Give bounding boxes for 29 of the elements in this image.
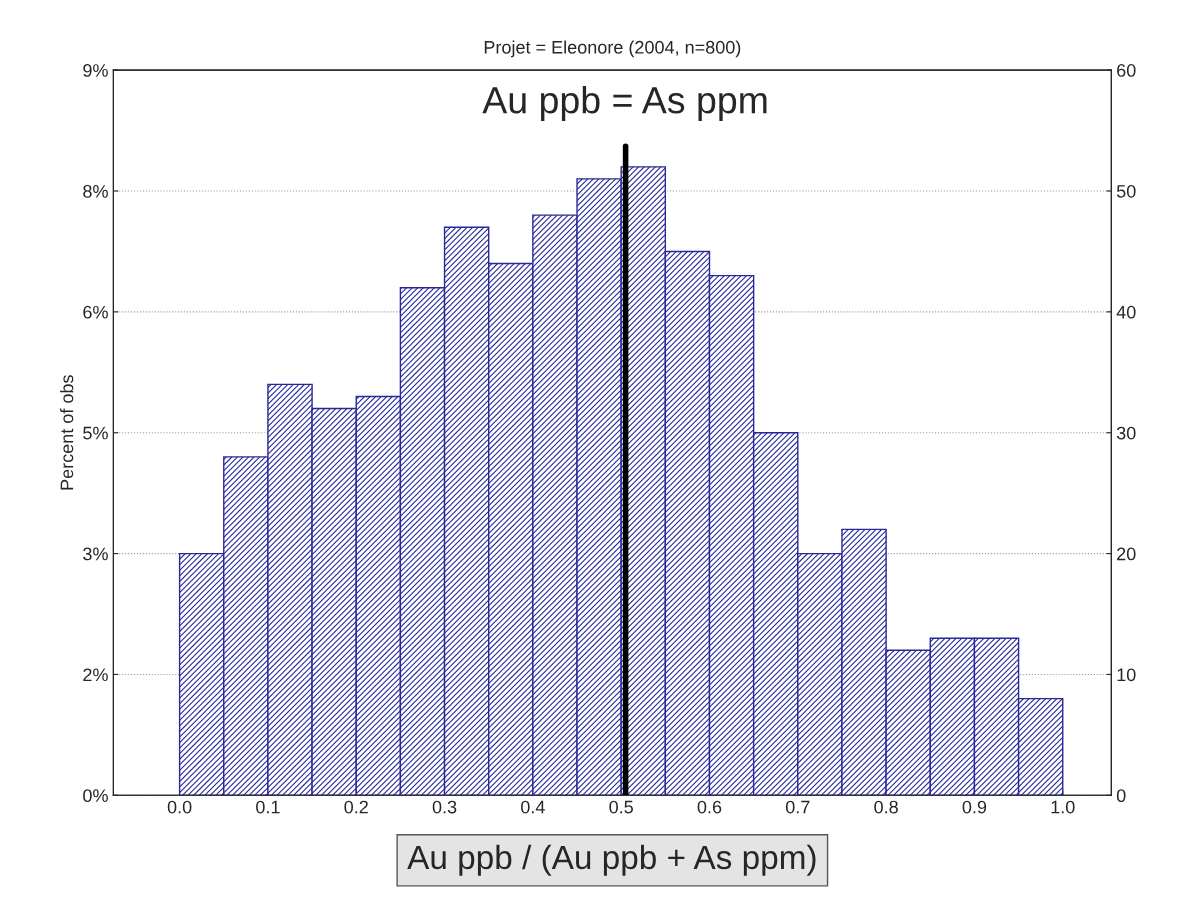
- chart-title: Projet = Eleonore (2004, n=800): [484, 40, 741, 58]
- y2-tick-label: 60: [1117, 64, 1136, 77]
- x-tick-label: 0.5: [609, 800, 633, 814]
- x-tick-label: 0.0: [167, 800, 192, 814]
- x-axis-title: Au ppb / (Au ppb + As ppm): [407, 844, 816, 876]
- y2-tick-label: 0: [1116, 789, 1126, 803]
- x-tick-label: 0.6: [697, 800, 722, 814]
- x-tick-label: 0.3: [432, 800, 457, 814]
- y-axis-title: Percent of obs: [60, 375, 74, 490]
- y-tick-label: 2%: [83, 668, 108, 682]
- ref-line-label: Au ppb = As ppm: [482, 85, 767, 121]
- y2-tick-label: 50: [1116, 184, 1136, 198]
- y2-tick-label: 20: [1117, 547, 1136, 561]
- x-tick-label: 0.7: [785, 800, 810, 814]
- y2-tick-label: 10: [1117, 668, 1136, 682]
- y-tick-label: 8%: [83, 184, 108, 198]
- x-tick-label: 0.1: [256, 800, 280, 814]
- y-tick-label: 9%: [83, 64, 108, 77]
- y-tick-label: 0%: [83, 789, 108, 803]
- y-tick-label: 5%: [83, 426, 108, 440]
- x-tick-label: 0.8: [874, 800, 898, 814]
- x-tick-label: 1.0: [1051, 800, 1075, 814]
- x-tick-label: 0.9: [962, 800, 987, 814]
- y2-tick-label: 40: [1116, 305, 1136, 319]
- x-tick-label: 0.2: [344, 800, 368, 814]
- x-tick-label: 0.4: [521, 800, 545, 814]
- y2-tick-label: 30: [1116, 426, 1136, 440]
- y-tick-label: 3%: [83, 547, 108, 561]
- y-tick-label: 6%: [83, 305, 108, 319]
